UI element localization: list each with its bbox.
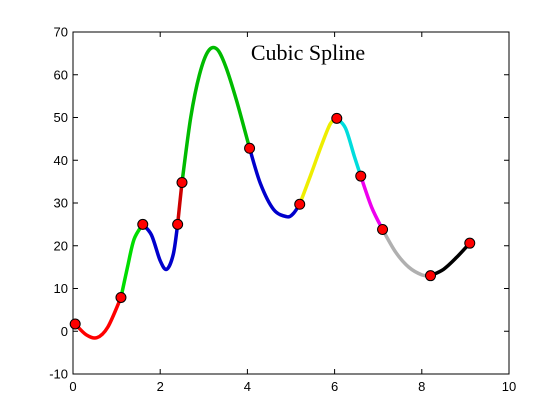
x-tick-label: 10	[502, 379, 516, 394]
spline-segment-1	[73, 295, 123, 340]
y-tick-label: 0	[61, 324, 68, 339]
x-axis: 0 2 4 6 8 10	[69, 32, 516, 394]
data-points	[69, 112, 476, 330]
data-point-5	[176, 176, 188, 188]
chart-title: Cubic Spline	[251, 40, 365, 65]
spline-segment-5	[180, 45, 252, 185]
data-point-4	[172, 218, 184, 230]
data-point-9	[355, 170, 367, 182]
x-tick-label: 6	[331, 379, 338, 394]
x-tick-label: 4	[244, 379, 251, 394]
y-tick-label: 10	[54, 281, 68, 296]
y-tick-label: -10	[49, 367, 68, 382]
y-tick-label: 60	[54, 67, 68, 82]
spline-segments	[73, 45, 472, 340]
y-tick-label: 50	[54, 110, 68, 125]
y-tick-label: 40	[54, 153, 68, 168]
x-tick-label: 2	[157, 379, 164, 394]
data-point-11	[425, 270, 437, 282]
spline-segment-6	[247, 146, 302, 219]
y-tick-label: 20	[54, 238, 68, 253]
y-axis: -10 0 10 20 30 40 50 60 70	[49, 25, 509, 382]
data-point-6	[244, 142, 256, 154]
data-point-1	[69, 318, 81, 330]
spline-segment-11	[428, 241, 472, 278]
spline-segment-3	[141, 222, 180, 272]
data-point-10	[377, 224, 389, 236]
spline-segment-2	[119, 222, 145, 300]
spline-segment-10	[380, 227, 433, 278]
plot-area	[72, 31, 510, 375]
data-point-8	[331, 112, 343, 124]
data-point-2	[115, 291, 127, 303]
x-tick-label: 0	[69, 379, 76, 394]
data-point-7	[294, 198, 306, 210]
y-tick-label: 30	[54, 196, 68, 211]
data-point-12	[464, 237, 476, 249]
y-tick-label: 70	[54, 25, 68, 40]
x-tick-label: 8	[418, 379, 425, 394]
data-point-3	[137, 218, 149, 230]
